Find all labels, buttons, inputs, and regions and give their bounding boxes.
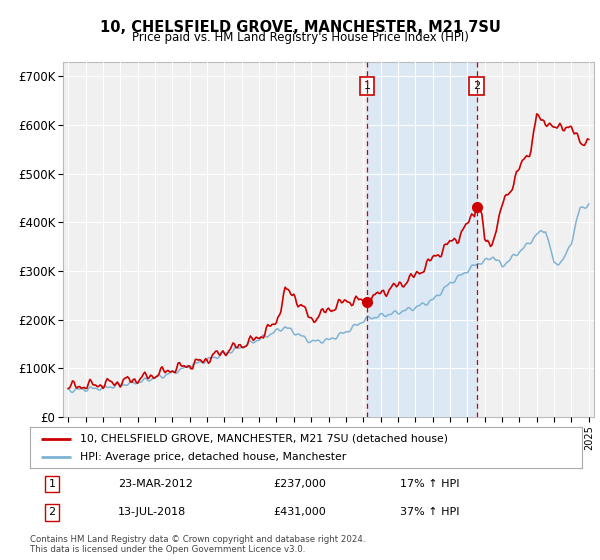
Text: £237,000: £237,000	[273, 479, 326, 489]
Text: 10, CHELSFIELD GROVE, MANCHESTER, M21 7SU: 10, CHELSFIELD GROVE, MANCHESTER, M21 7S…	[100, 20, 500, 35]
Text: 2: 2	[49, 507, 56, 517]
Text: Price paid vs. HM Land Registry's House Price Index (HPI): Price paid vs. HM Land Registry's House …	[131, 31, 469, 44]
Bar	[367, 62, 476, 417]
Text: 17% ↑ HPI: 17% ↑ HPI	[400, 479, 460, 489]
Text: 23-MAR-2012: 23-MAR-2012	[118, 479, 193, 489]
Text: 13-JUL-2018: 13-JUL-2018	[118, 507, 187, 517]
Text: 1: 1	[364, 81, 371, 91]
Text: £431,000: £431,000	[273, 507, 326, 517]
Text: 2: 2	[473, 81, 480, 91]
Text: Contains HM Land Registry data © Crown copyright and database right 2024.
This d: Contains HM Land Registry data © Crown c…	[30, 535, 365, 554]
Text: HPI: Average price, detached house, Manchester: HPI: Average price, detached house, Manc…	[80, 452, 346, 462]
Text: 1: 1	[49, 479, 56, 489]
Text: 10, CHELSFIELD GROVE, MANCHESTER, M21 7SU (detached house): 10, CHELSFIELD GROVE, MANCHESTER, M21 7S…	[80, 433, 448, 444]
Text: 37% ↑ HPI: 37% ↑ HPI	[400, 507, 460, 517]
